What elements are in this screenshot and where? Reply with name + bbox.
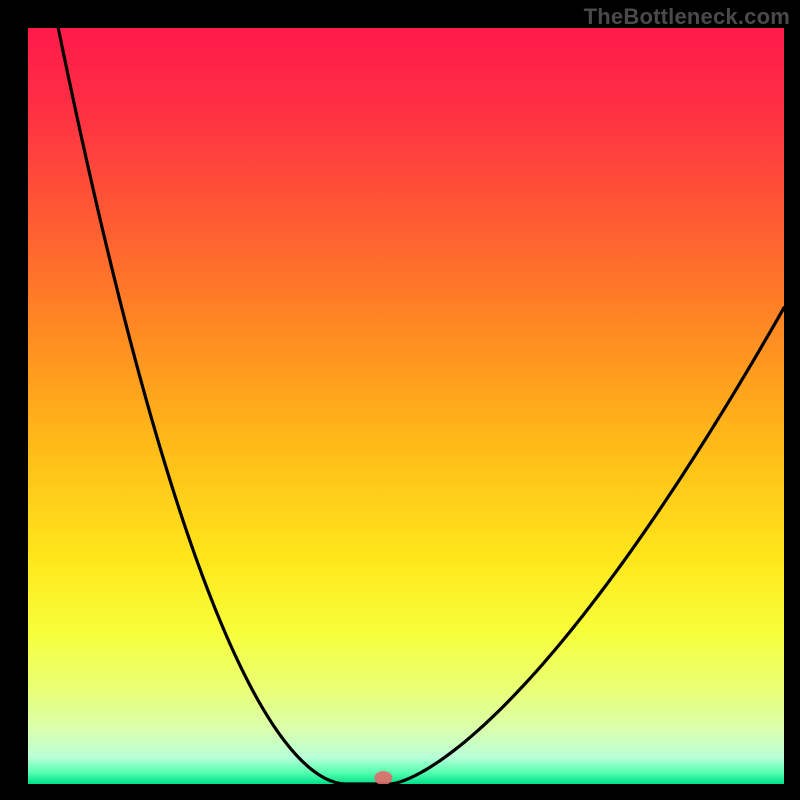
chart-container: TheBottleneck.com xyxy=(0,0,800,800)
chart-svg xyxy=(28,28,784,784)
watermark-text: TheBottleneck.com xyxy=(584,4,790,30)
plot-area xyxy=(28,28,784,784)
gradient-background xyxy=(28,28,784,784)
